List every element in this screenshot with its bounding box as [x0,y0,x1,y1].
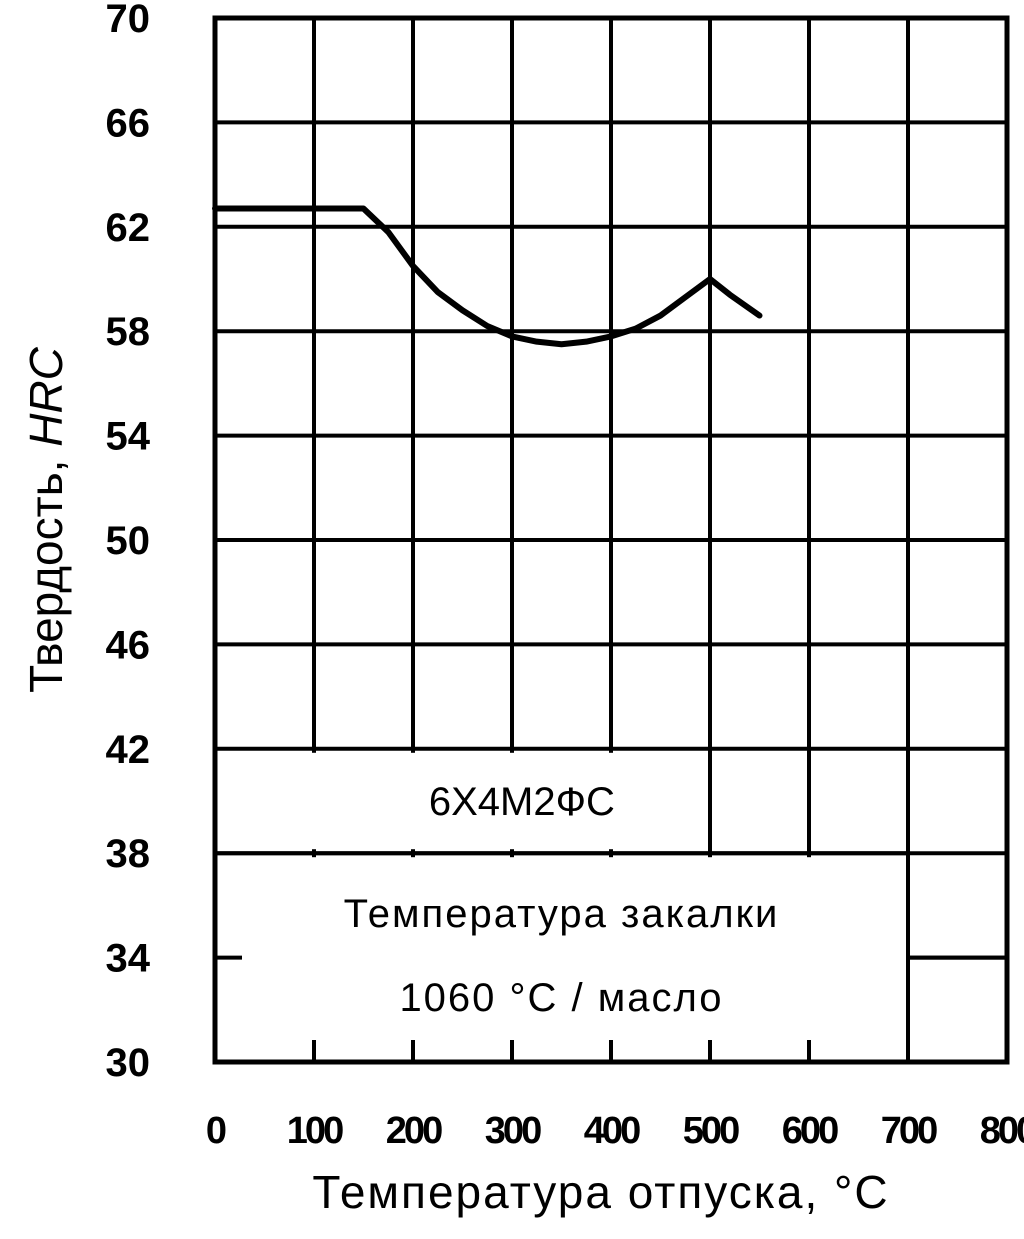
y-tick-label-58: 58 [106,310,151,354]
y-tick-label-66: 66 [106,101,151,145]
x-tick-label-600: 600 [782,1110,838,1152]
plot-frame [212,15,1010,1065]
quench-info-box [217,857,906,1058]
series-line-0 [212,205,763,348]
annotation-layer: 6Х4М2ФС Температура закалки 1060 °C / ма… [213,752,1009,1064]
plot-border [212,15,1010,1065]
y-tick-label-46: 46 [106,623,151,667]
y-tick-label-70: 70 [106,0,151,41]
y-tick-labels: 30 34 38 42 46 50 54 58 62 66 70 [106,0,151,1085]
y-tick-label-38: 38 [106,832,151,876]
y-tick-label-62: 62 [106,206,151,250]
y-axis-title-prefix: Твердость, [20,447,72,693]
steel-grade-label: 6Х4М2ФС [429,780,615,824]
x-tick-label-400: 400 [584,1110,640,1152]
y-tick-label-42: 42 [106,728,151,772]
y-tick-label-54: 54 [106,415,151,459]
y-tick-label-50: 50 [106,519,151,563]
x-tick-label-100: 100 [287,1110,343,1152]
x-axis-title: Температура отпуска, °C [312,1166,889,1218]
quench-temperature-label: Температура закалки [344,892,780,936]
x-tick-label-300: 300 [485,1110,541,1152]
series-layer [212,205,763,348]
x-tick-label-800: 800 [980,1110,1024,1152]
x-tick-label-0: 0 [206,1110,226,1152]
x-tick-label-700: 700 [881,1110,937,1152]
x-tick-label-200: 200 [386,1110,442,1152]
x-tick-label-500: 500 [683,1110,739,1152]
y-axis-title: Твердость, HRC [20,346,72,693]
y-tick-label-30: 30 [106,1041,151,1085]
x-tick-labels: 0 100 200 300 400 500 600 700 800 [206,1110,1024,1152]
quench-medium-label: 1060 °C / масло [399,976,723,1020]
y-tick-label-34: 34 [106,937,151,981]
y-axis-title-unit: HRC [20,346,72,446]
steel-grade-box [217,752,708,850]
